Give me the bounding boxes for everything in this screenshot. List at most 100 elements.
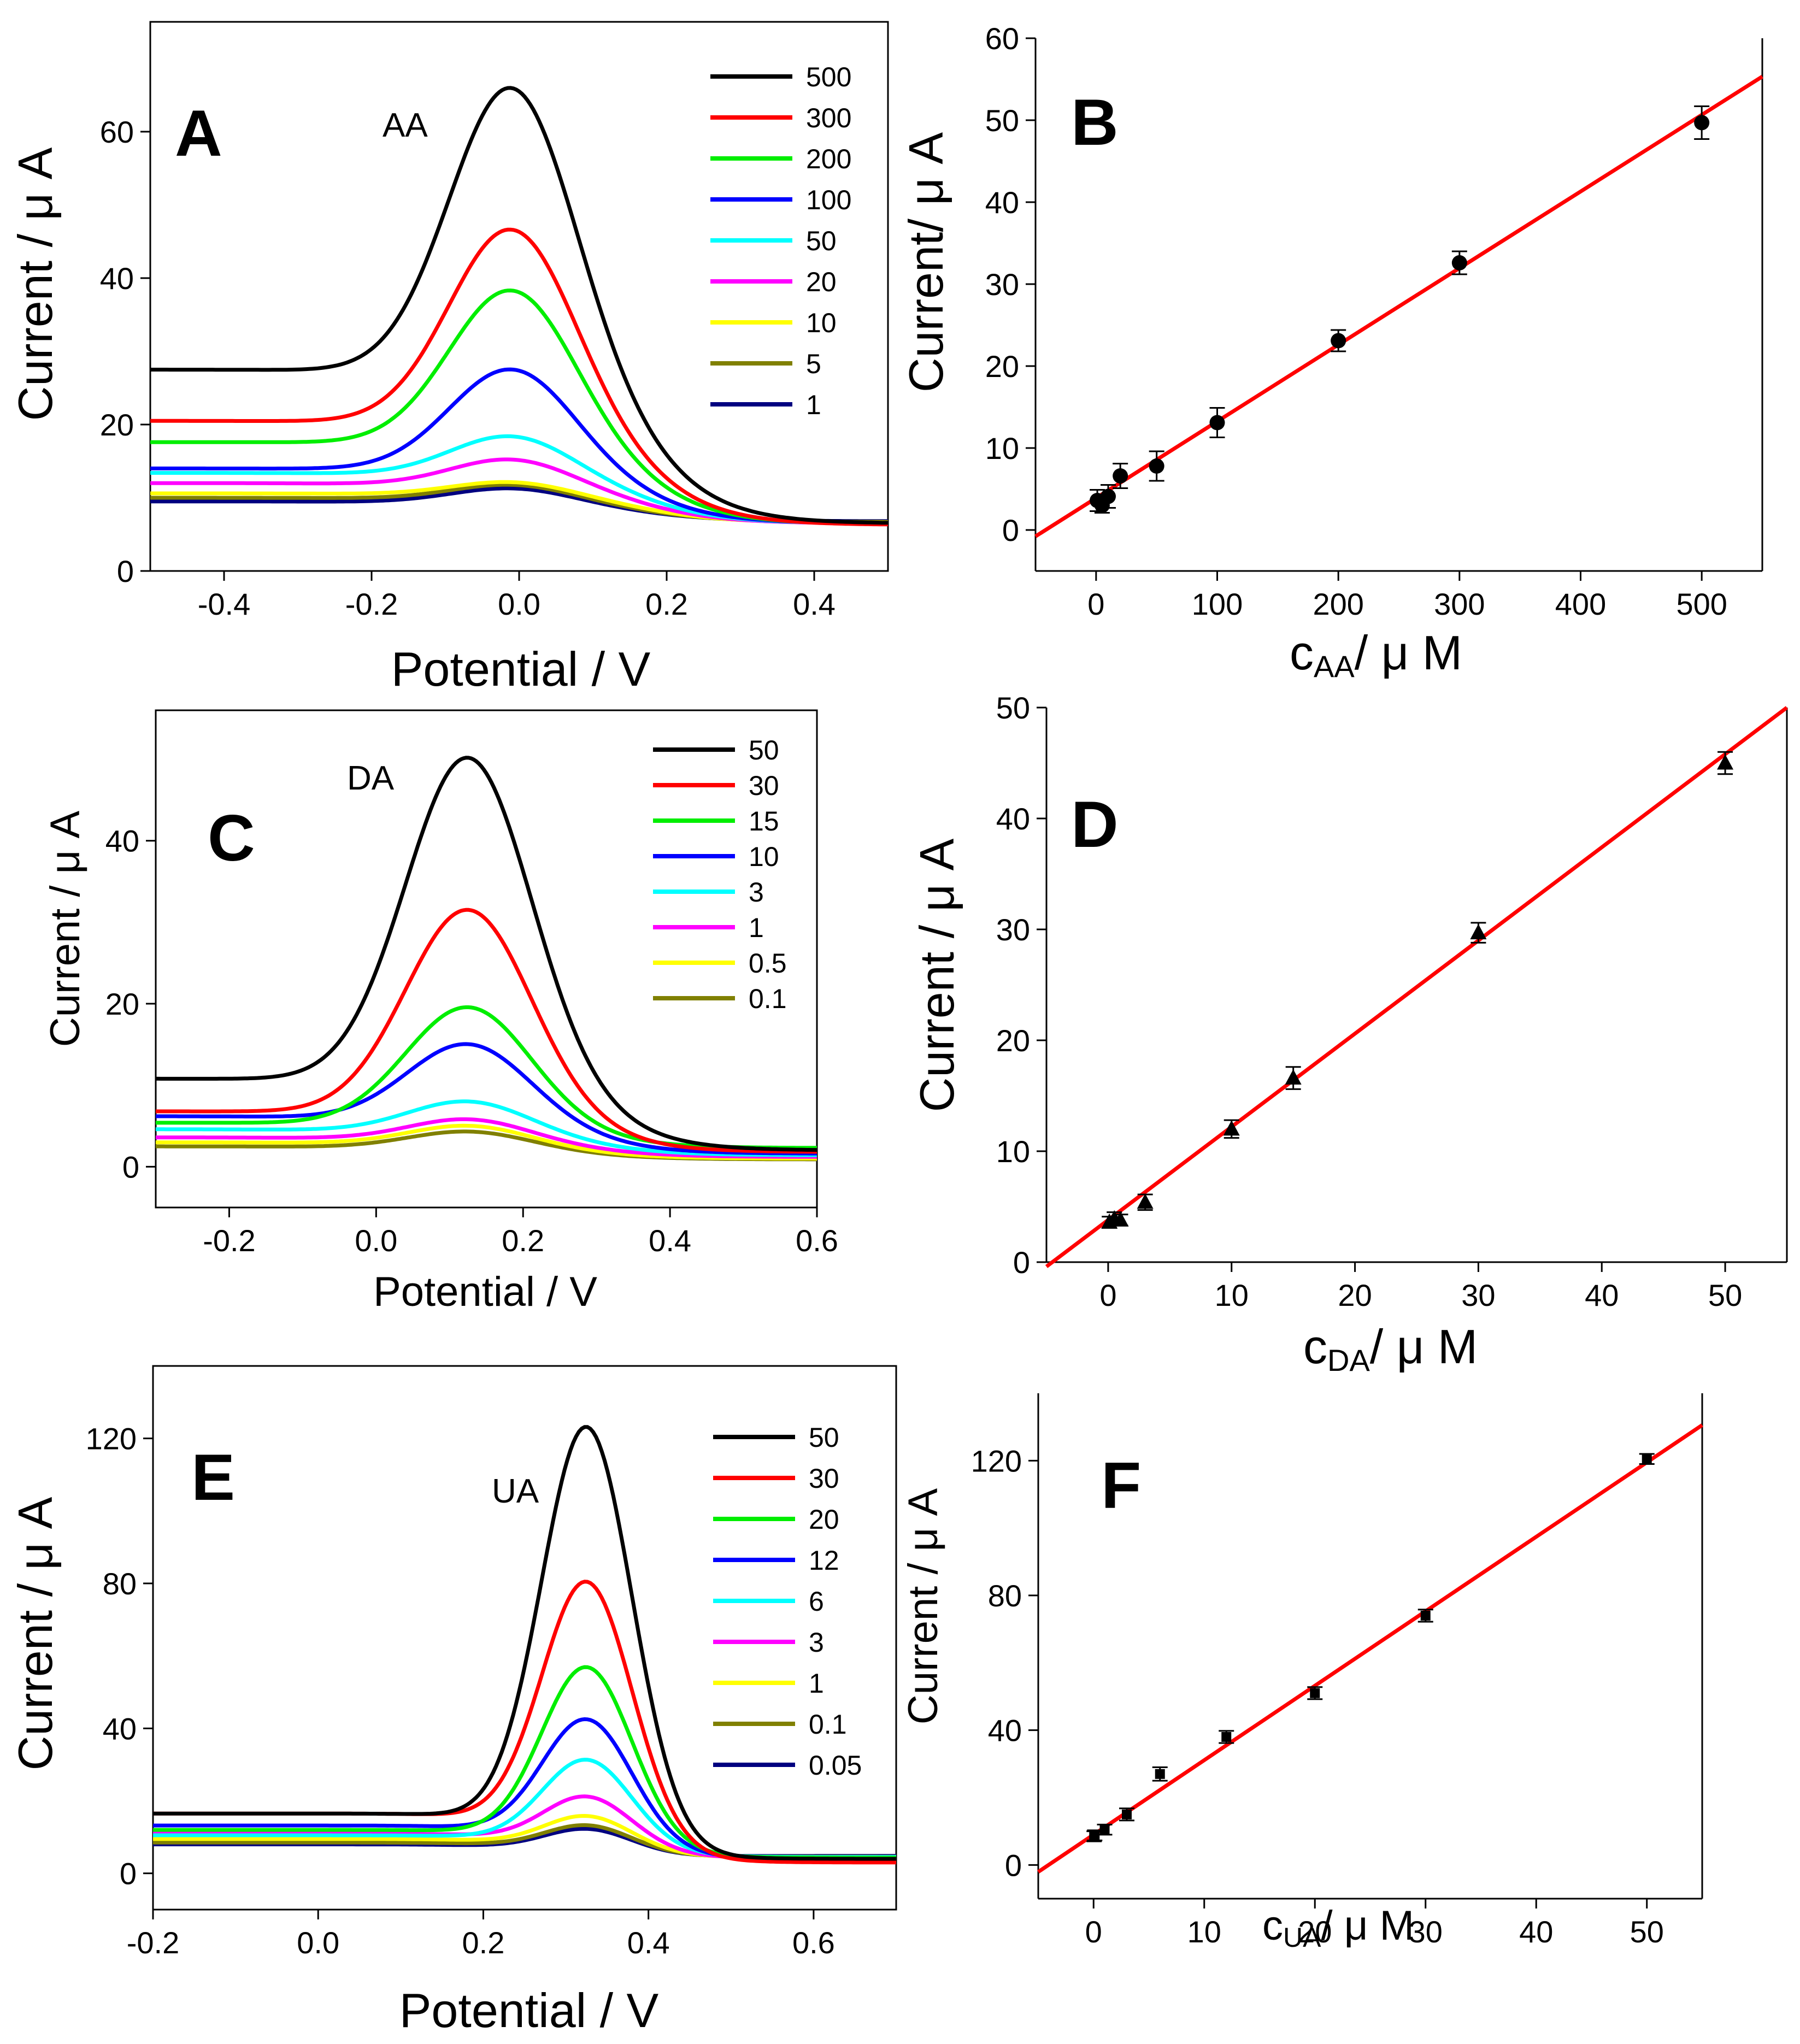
x-tick-label-a: 0.0 [498, 587, 540, 621]
panel-letter-c: C [208, 802, 255, 875]
x-axis-title-d-main: c [1303, 1320, 1327, 1374]
legend-label-a-5: 5 [806, 349, 821, 379]
series-line-a-500 [150, 86, 888, 525]
legend-label-e-1: 1 [809, 1668, 824, 1699]
legend-label-e-50: 50 [809, 1422, 839, 1453]
x-tick-label-d: 40 [1585, 1278, 1619, 1312]
legend-label-a-300: 300 [806, 103, 851, 133]
x-tick-label-e: -0.2 [127, 1925, 180, 1960]
series-line-a-50 [150, 434, 888, 526]
plot-frame-e [152, 1365, 897, 1911]
panel-letter-a: A [175, 97, 222, 170]
data-point-b [1149, 458, 1164, 474]
legend-label-c-30: 30 [749, 770, 779, 801]
y-tick-label-e: 40 [103, 1711, 137, 1746]
x-tick-label-c: 0.2 [502, 1223, 544, 1258]
series-line-e-50 [153, 1425, 896, 1861]
legend-label-a-100: 100 [806, 185, 851, 215]
y-tick-label-e: 0 [120, 1857, 137, 1891]
x-axis-title-f-main: c [1262, 1902, 1283, 1949]
y-axis-title-d: Current / μ A [910, 838, 964, 1112]
y-tick-label-a: 60 [100, 115, 134, 149]
y-tick-label-b: 0 [1002, 513, 1019, 547]
y-tick-label-d: 40 [996, 802, 1030, 836]
x-tick-label-f: 10 [1187, 1915, 1221, 1949]
y-tick-label-f: 40 [988, 1713, 1022, 1748]
data-point-b [1451, 255, 1467, 270]
legend-label-e-0.05: 0.05 [809, 1750, 862, 1781]
data-point-d [1717, 754, 1734, 770]
data-point-d [1223, 1120, 1240, 1136]
series-line-c-30 [156, 908, 817, 1154]
y-tick-label-d: 20 [996, 1023, 1030, 1058]
x-tick-label-d: 20 [1338, 1278, 1372, 1312]
x-tick-label-f: 30 [1409, 1915, 1443, 1949]
legend-label-a-10: 10 [806, 308, 837, 338]
series-line-c-3 [156, 1099, 817, 1157]
series-line-c-1 [156, 1117, 817, 1159]
x-tick-label-c: 0.6 [796, 1223, 838, 1258]
legend-label-c-10: 10 [749, 841, 779, 872]
x-tick-label-f: 20 [1298, 1915, 1332, 1949]
x-axis-title-d: cDA/ μ M [1303, 1320, 1478, 1377]
x-tick-label-a: 0.2 [645, 587, 688, 621]
data-point-d [1285, 1069, 1302, 1085]
legend-label-e-30: 30 [809, 1463, 839, 1494]
legend-label-c-15: 15 [749, 806, 779, 837]
x-tick-label-a: -0.2 [345, 587, 398, 621]
x-axis-title-c: Potential / V [373, 1269, 597, 1315]
x-tick-label-d: 10 [1215, 1278, 1249, 1312]
legend-label-c-50: 50 [749, 735, 779, 765]
x-tick-label-b: 100 [1192, 587, 1243, 621]
series-line-e-20 [153, 1665, 896, 1860]
data-point-d [1112, 1211, 1129, 1227]
x-tick-label-c: 0.0 [355, 1223, 397, 1258]
analyte-label-aa: AA [383, 107, 428, 144]
y-tick-label-e: 120 [86, 1422, 137, 1456]
series-line-c-10 [156, 1042, 817, 1156]
y-tick-label-c: 0 [122, 1150, 139, 1184]
x-tick-label-c: -0.2 [203, 1223, 256, 1258]
x-axis-title-d-tail: / μ M [1370, 1320, 1478, 1374]
x-tick-label-f: 50 [1630, 1915, 1664, 1949]
y-axis-title-f: Current / μ A [900, 1488, 946, 1725]
y-tick-label-b: 40 [985, 185, 1019, 220]
fit-line-f [1037, 1423, 1703, 1874]
x-tick-label-b: 500 [1676, 587, 1727, 621]
x-axis-title-b-main: c [1290, 626, 1314, 680]
y-tick-label-b: 10 [985, 431, 1019, 466]
y-tick-label-b: 60 [985, 21, 1019, 56]
legend-label-c-3: 3 [749, 877, 764, 908]
data-point-d [1470, 924, 1487, 940]
data-point-f [1221, 1732, 1232, 1742]
x-axis-title-f-tail: / μ M [1321, 1902, 1414, 1949]
x-tick-label-b: 300 [1434, 587, 1485, 621]
panel-letter-b: B [1071, 86, 1119, 159]
y-tick-label-b: 20 [985, 349, 1019, 384]
x-tick-label-a: -0.4 [198, 587, 251, 621]
x-tick-label-e: 0.6 [792, 1925, 835, 1960]
y-tick-label-f: 120 [971, 1444, 1022, 1478]
y-tick-label-c: 40 [105, 824, 139, 858]
legend-label-a-200: 200 [806, 144, 851, 174]
legend-label-e-0.1: 0.1 [809, 1709, 847, 1740]
data-point-f [1420, 1611, 1431, 1621]
fit-line-d [1045, 706, 1789, 1268]
legend-label-a-1: 1 [806, 390, 821, 420]
data-point-b [1113, 468, 1128, 484]
series-line-c-50 [156, 756, 817, 1152]
x-tick-label-b: 400 [1555, 587, 1606, 621]
legend-label-c-0.1: 0.1 [749, 983, 787, 1014]
y-tick-label-a: 20 [100, 408, 134, 442]
x-tick-label-d: 50 [1708, 1278, 1742, 1312]
x-axis-title-f: cUA/ μ M [1262, 1902, 1414, 1953]
panel-d: 0 10 20 30 40 50 0 10 20 30 40 50 D cDA/ μ M Curren… [910, 691, 1789, 1377]
data-point-f [1122, 1809, 1132, 1819]
analyte-label-da: DA [347, 759, 395, 797]
panel-letter-d: D [1071, 788, 1119, 861]
x-tick-label-d: 0 [1099, 1278, 1116, 1312]
y-tick-label-d: 30 [996, 912, 1030, 947]
data-point-b [1694, 115, 1710, 131]
x-axis-title-f-sub: UA [1283, 1922, 1321, 1953]
